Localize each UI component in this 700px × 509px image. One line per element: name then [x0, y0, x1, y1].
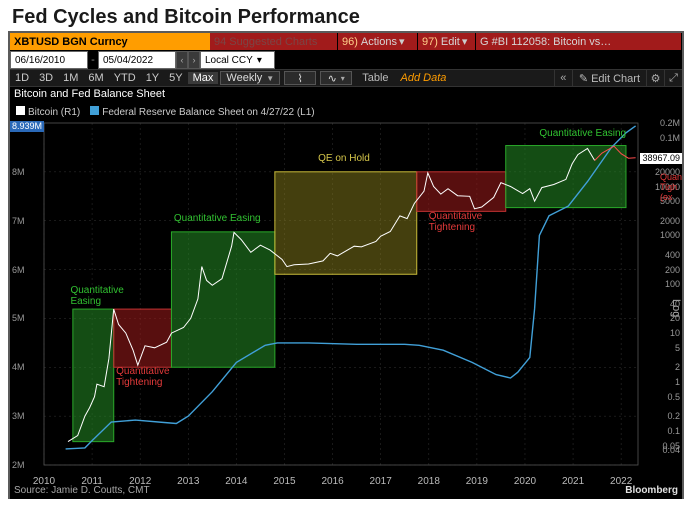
gear-icon: ⚙ — [651, 72, 661, 85]
range-Max[interactable]: Max — [188, 72, 219, 84]
range-1Y[interactable]: 1Y — [141, 72, 164, 84]
toolbar-row-2: 06/16/2010 - 05/04/2022 ‹ › Local CCY ▾ — [10, 51, 682, 69]
ticker-box[interactable]: XBTUSD BGN Curncy — [10, 33, 210, 50]
right-axis-tick: 100 — [665, 280, 680, 289]
currency-label: Local CCY — [205, 55, 253, 66]
right-axis-tick: 0.1 — [667, 427, 680, 436]
expand-button[interactable]: ⤢ — [664, 70, 682, 86]
actions-label: Actions — [361, 36, 397, 48]
table-button[interactable]: Table — [354, 70, 396, 86]
right-axis-tick: 5 — [675, 344, 680, 353]
settings-button[interactable]: ⚙ — [646, 70, 664, 86]
time-range-group: 1D3D1M6MYTD1Y5YMax — [10, 70, 218, 86]
right-axis-tick: 0.05 — [662, 442, 680, 451]
range-5Y[interactable]: 5Y — [164, 72, 187, 84]
partial-phase-label: QuanTigh(ex — [660, 172, 682, 202]
legend-item: Bitcoin (R1) — [16, 106, 80, 118]
actions-num: 96) — [342, 36, 358, 48]
left-axis-tick: 7M — [12, 217, 25, 226]
range-3D[interactable]: 3D — [34, 72, 58, 84]
legend-swatch — [90, 106, 99, 115]
expand-icon: ⤢ — [669, 72, 678, 85]
edit-chart-button[interactable]: ✎ Edit Chart — [572, 70, 646, 86]
right-axis-tick: 400 — [665, 251, 680, 260]
left-axis-tick: 6M — [12, 266, 25, 275]
chart-legend: Bitcoin (R1) Federal Reserve Balance Shee… — [10, 105, 682, 119]
chart-svg — [10, 119, 682, 499]
right-axis-tick: 0.2M — [660, 119, 680, 128]
chevron-down-icon: ▾ — [257, 55, 262, 66]
range-YTD[interactable]: YTD — [109, 72, 141, 84]
chart-source: Source: Jamie D. Coutts, CMT — [14, 485, 150, 496]
date-separator: - — [88, 51, 98, 69]
date-step-next[interactable]: › — [188, 51, 200, 69]
chart-plot[interactable]: Log 2M3M4M5M6M7M8M0.040.050.10.20.512510… — [10, 119, 682, 499]
left-axis-tick: 4M — [12, 363, 25, 372]
right-axis-tick: 20 — [670, 314, 680, 323]
actions-button[interactable]: 96) Actions ▾ — [338, 33, 418, 50]
right-axis-tick: 1 — [675, 378, 680, 387]
range-1D[interactable]: 1D — [10, 72, 34, 84]
right-axis-tick: 40 — [670, 300, 680, 309]
left-axis-tick: 2M — [12, 461, 25, 470]
right-axis-tick: 2000 — [660, 217, 680, 226]
chevron-down-icon: ▾ — [399, 35, 405, 48]
chart-subtitle: Bitcoin and Fed Balance Sheet — [10, 87, 682, 105]
edit-button[interactable]: 97) Edit ▾ — [418, 33, 476, 50]
right-axis-tick: 0.2 — [667, 412, 680, 421]
left-axis-tick: 3M — [12, 412, 25, 421]
chart-type-button[interactable]: ⌇ — [284, 71, 316, 85]
date-step-prev[interactable]: ‹ — [176, 51, 188, 69]
line-icon: ∿ — [328, 72, 337, 85]
frequency-label: Weekly — [226, 72, 262, 84]
right-axis-tick: 1000 — [660, 231, 680, 240]
toolbar-row-1: XBTUSD BGN Curncy 94 Suggested Charts 96… — [10, 33, 682, 51]
right-axis-tick: 10 — [670, 329, 680, 338]
brand-label: Bloomberg — [625, 485, 678, 496]
range-6M[interactable]: 6M — [83, 72, 108, 84]
bloomberg-terminal: XBTUSD BGN Curncy 94 Suggested Charts 96… — [8, 31, 684, 499]
right-axis-tick: 0.5 — [667, 393, 680, 402]
spacer — [450, 70, 553, 86]
chevron-down-icon: ▾ — [341, 74, 345, 83]
currency-select[interactable]: Local CCY ▾ — [200, 51, 275, 69]
right-axis-tick: 200 — [665, 266, 680, 275]
chart-name[interactable]: G #BI 112058: Bitcoin vs… — [476, 33, 682, 50]
page-title: Fed Cycles and Bitcoin Performance — [0, 0, 700, 31]
left-axis-tick: 5M — [12, 314, 25, 323]
spacer — [275, 51, 682, 69]
frequency-select[interactable]: Weekly ▼ — [220, 71, 280, 85]
range-1M[interactable]: 1M — [58, 72, 83, 84]
collapse-button[interactable]: « — [554, 70, 572, 86]
chevron-down-icon: ▼ — [266, 74, 274, 83]
legend-label: Federal Reserve Balance Sheet on 4/27/22… — [102, 107, 314, 118]
right-axis-tick: 2 — [675, 363, 680, 372]
edit-num: 97) — [422, 36, 438, 48]
legend-item: Federal Reserve Balance Sheet on 4/27/22… — [90, 106, 314, 118]
right-axis-tick: 0.1M — [660, 134, 680, 143]
date-from-input[interactable]: 06/16/2010 — [10, 51, 88, 69]
edit-label: Edit — [441, 36, 460, 48]
page-container: Fed Cycles and Bitcoin Performance XBTUS… — [0, 0, 700, 509]
suggested-charts-button[interactable]: 94 Suggested Charts — [210, 33, 338, 50]
toolbar-row-3: 1D3D1M6MYTD1Y5YMax Weekly ▼ ⌇ ∿ ▾ Table … — [10, 69, 682, 87]
chart-footer: Source: Jamie D. Coutts, CMT Bloomberg — [14, 485, 678, 496]
left-axis-marker: 8.939M — [10, 121, 44, 132]
legend-swatch — [16, 106, 25, 115]
left-axis-tick: 8M — [12, 168, 25, 177]
chevron-down-icon: ▾ — [462, 35, 468, 48]
right-axis-marker: 38967.09 — [640, 153, 682, 164]
legend-label: Bitcoin (R1) — [28, 107, 80, 118]
date-to-input[interactable]: 05/04/2022 — [98, 51, 176, 69]
add-data-button[interactable]: Add Data — [397, 70, 451, 86]
line-type-button[interactable]: ∿ ▾ — [320, 71, 352, 85]
